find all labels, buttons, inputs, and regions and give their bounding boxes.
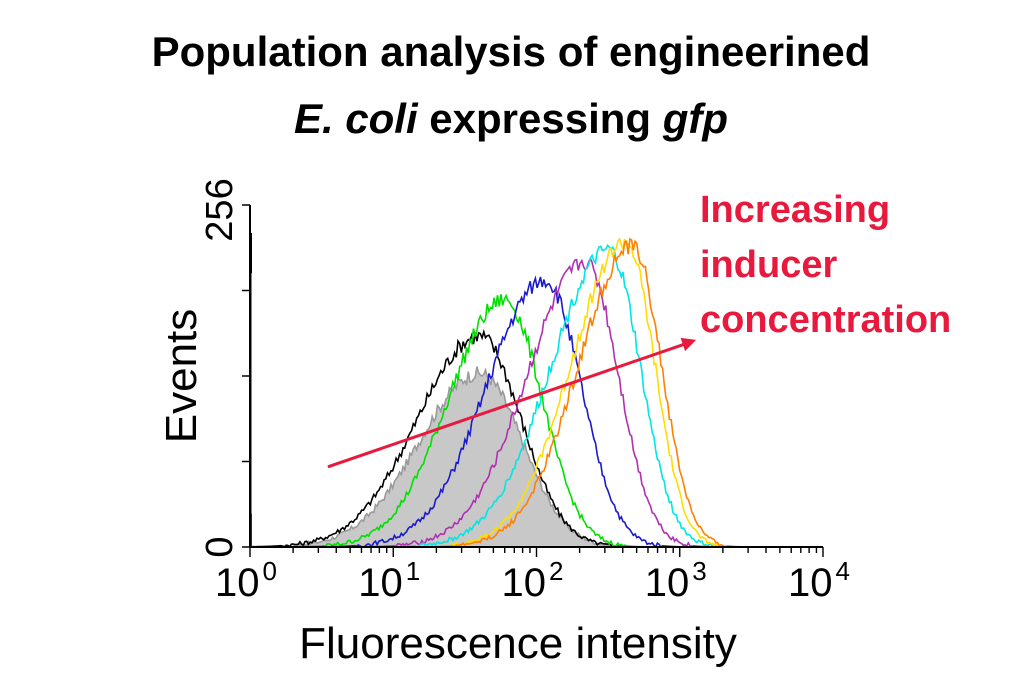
series-1-area	[250, 366, 823, 547]
x-tick-label: 10 2	[502, 556, 564, 605]
annotation-text-line-2: inducer	[700, 244, 837, 286]
title-middle: expressing	[418, 95, 663, 142]
inducer-arrow-line	[327, 341, 689, 469]
annotation-text-line-3: concentration	[700, 299, 951, 341]
x-tick-label: 10 0	[215, 556, 277, 605]
title-organism: E. coli	[294, 95, 419, 142]
x-tick-label: 10 4	[788, 556, 850, 605]
y-tick-label: 0	[199, 536, 241, 557]
annotation-layer: Increasing inducer concentration	[327, 189, 951, 469]
chart-title-line2: E. coli expressing gfp	[294, 95, 728, 142]
annotation-text-line-1: Increasing	[700, 189, 890, 231]
y-tick-label: 256	[199, 178, 241, 241]
x-tick-label: 10 1	[358, 556, 420, 605]
x-axis-label: Fluorescence intensity	[299, 619, 737, 668]
x-tick-label: 10 3	[645, 556, 707, 605]
inducer-arrow-head	[680, 337, 697, 352]
y-axis-label: Events	[157, 309, 206, 444]
axes-layer: 10 0 10 1 10 2 10 3 10 4 0 256	[199, 178, 850, 605]
title-gene: gfp	[662, 95, 728, 142]
chart-title-line1: Population analysis of engineerined	[152, 28, 871, 75]
